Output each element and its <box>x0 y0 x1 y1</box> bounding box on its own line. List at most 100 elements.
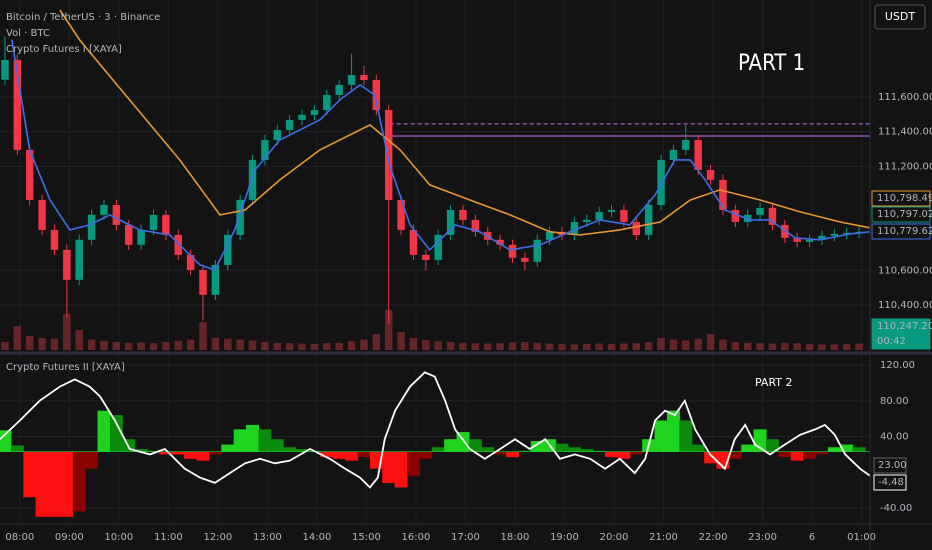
volume-bar <box>830 344 839 350</box>
histogram-bar <box>840 444 854 452</box>
candle-body <box>248 159 257 200</box>
price-badge-label: 110,779.62 <box>877 226 932 237</box>
volume-bar <box>818 344 826 350</box>
candle-body <box>805 239 814 242</box>
volume-bar <box>743 342 752 350</box>
candle-body <box>570 221 579 235</box>
candle-body <box>137 229 145 245</box>
value-badge-label: -4.48 <box>878 477 904 488</box>
candle-body <box>199 269 207 295</box>
candle-body <box>818 235 826 240</box>
candle-body <box>50 229 59 250</box>
histogram-bar <box>741 444 755 452</box>
candle-body <box>87 214 96 240</box>
histogram-bar <box>283 447 297 452</box>
candle-body <box>583 219 591 222</box>
volume-bar <box>224 338 232 350</box>
candle-body <box>595 211 603 220</box>
candle-body <box>372 80 381 111</box>
histogram-bar <box>48 451 61 517</box>
volume-bar <box>434 341 442 350</box>
candle-body <box>384 110 393 200</box>
candle-body <box>446 210 455 235</box>
histogram-bar <box>147 450 160 452</box>
volume-bar <box>694 338 702 350</box>
x-tick-label: 14:00 <box>302 532 331 543</box>
candle-body <box>149 214 158 230</box>
volume-bar <box>125 342 133 350</box>
x-tick-label: 09:00 <box>55 532 84 543</box>
volume-bar <box>248 340 257 350</box>
candle-body <box>706 169 715 180</box>
candle-body <box>620 210 628 222</box>
histogram-bar <box>728 451 742 459</box>
volume-bar <box>397 332 405 350</box>
volume-bar <box>75 330 83 350</box>
histogram-bar <box>580 449 594 452</box>
candle-body <box>409 229 418 255</box>
y-tick-label: 80.00 <box>880 396 909 407</box>
currency-button[interactable] <box>874 4 926 30</box>
candle-body <box>100 204 108 215</box>
histogram-bar <box>419 451 433 459</box>
volume-bar <box>13 326 22 350</box>
x-tick-label: 15:00 <box>352 532 381 543</box>
histogram-bar <box>159 451 173 455</box>
volume-bar <box>620 343 628 350</box>
histogram-bar <box>691 444 705 452</box>
annotation: PART 2 <box>755 376 793 389</box>
candle-body <box>471 219 480 232</box>
candle-body <box>38 199 46 230</box>
histogram-bar <box>60 451 74 517</box>
histogram-bar <box>270 439 284 452</box>
histogram-bar <box>493 451 507 455</box>
volume-bar <box>298 343 306 350</box>
line <box>0 371 871 489</box>
histogram-bar <box>196 451 210 461</box>
histogram-bar <box>72 451 86 512</box>
histogram-bar <box>468 439 482 452</box>
volume-bar <box>607 344 616 350</box>
y-tick-label: 120.00 <box>880 360 915 371</box>
x-tick-label: 6 <box>809 532 815 543</box>
histogram-bar <box>778 451 792 458</box>
volume-bar <box>496 343 504 350</box>
x-tick-label: 01:00 <box>847 532 876 543</box>
volume-bar <box>682 340 690 350</box>
candle-body <box>273 129 282 140</box>
histogram-bar <box>10 445 24 452</box>
candle-body <box>694 140 702 170</box>
volume-bar <box>372 334 381 350</box>
volume-bar <box>112 342 121 350</box>
histogram-bar <box>406 451 420 476</box>
x-tick-label: 19:00 <box>550 532 579 543</box>
volume-bar <box>805 344 814 350</box>
histogram-bar <box>23 451 37 498</box>
candle-body <box>719 179 727 210</box>
histogram-bar <box>382 451 396 483</box>
histogram-bar <box>530 441 544 452</box>
histogram-bar <box>679 420 693 452</box>
x-tick-label: 22:00 <box>699 532 728 543</box>
currency[interactable]: USDT <box>885 10 916 23</box>
candle-body <box>607 210 616 212</box>
histogram-bar <box>790 451 804 461</box>
annotation: PART 1 <box>738 51 805 76</box>
volume-bar <box>360 339 368 350</box>
price-badge-label: 110,798.49 <box>877 193 932 204</box>
volume-bar <box>842 344 851 350</box>
histogram-bar <box>815 451 829 455</box>
volume-bar <box>731 342 740 350</box>
candle-body <box>211 264 220 295</box>
histogram-bar <box>629 451 643 455</box>
histogram-bar <box>431 447 445 452</box>
volume-bar <box>1 342 9 350</box>
indicator-label: Crypto Futures II [XAYA] <box>6 362 125 373</box>
histogram-bar <box>617 451 631 459</box>
candle-body <box>335 84 343 95</box>
x-tick-label: 21:00 <box>649 532 678 543</box>
histogram-bar <box>827 447 841 452</box>
volume-bar <box>174 340 182 350</box>
candle-body <box>25 149 34 200</box>
